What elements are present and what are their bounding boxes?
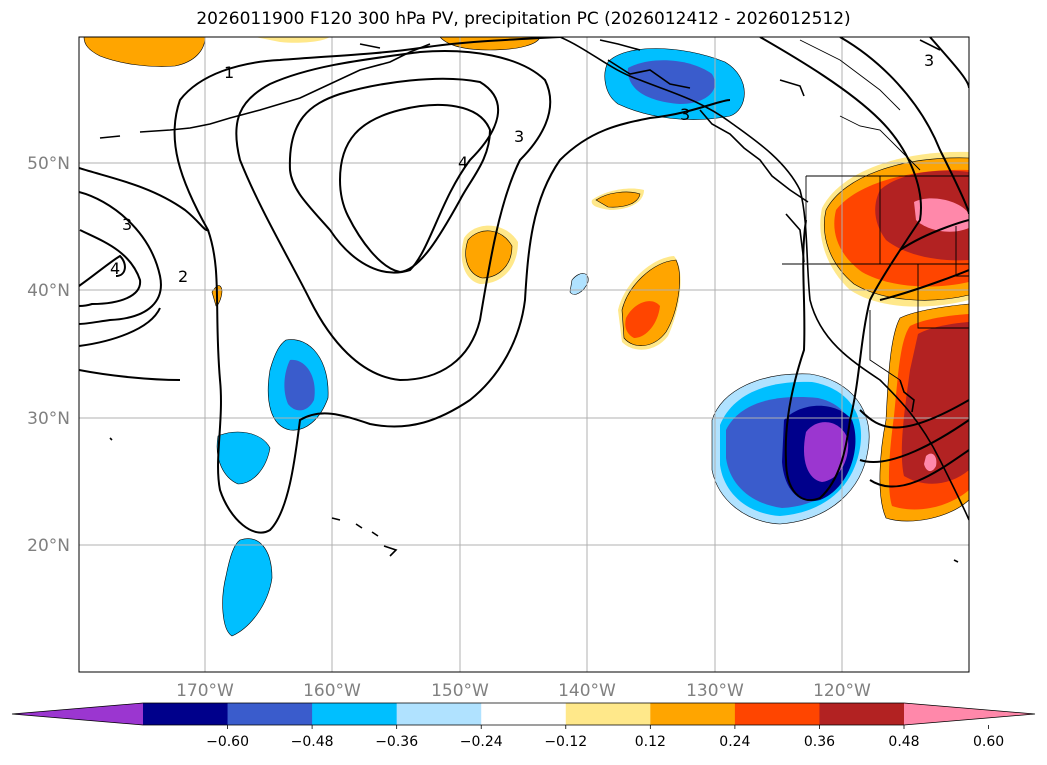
contour-label: 2 xyxy=(178,267,188,286)
precip-positive-anomaly xyxy=(83,37,969,522)
lon-label: 170°W xyxy=(176,681,234,701)
colorbar-segment xyxy=(312,703,398,725)
colorbar-tick-label: 0.24 xyxy=(719,734,750,750)
map-title: 2026011900 F120 300 hPa PV, precipitatio… xyxy=(196,9,851,29)
colorbar: −0.60 −0.48 −0.36 −0.24 −0.12 0.12 0.24 0.36 0.4… xyxy=(11,702,1036,750)
colorbar-segment xyxy=(565,703,651,725)
colorbar-extend-min xyxy=(12,703,143,725)
colorbar-segment xyxy=(227,703,313,725)
colorbar-tick-label: 0.12 xyxy=(635,734,666,750)
lon-label: 160°W xyxy=(303,681,361,701)
colorbar-segment xyxy=(396,703,482,725)
colorbar-outline xyxy=(11,702,1036,726)
map-panel: 1 2 3 3 4 4 3 3 xyxy=(79,37,969,672)
contour-label: 3 xyxy=(680,105,690,124)
colorbar-segment xyxy=(481,703,567,725)
colorbar-tick-label: −0.48 xyxy=(291,734,334,750)
map-frame xyxy=(78,36,970,673)
lon-label: 140°W xyxy=(558,681,616,701)
lon-label: 130°W xyxy=(686,681,744,701)
contour-label: 3 xyxy=(924,51,934,70)
lat-label: 40°N xyxy=(27,281,70,301)
colorbar-extend-max xyxy=(904,703,1035,725)
pv-contours xyxy=(79,37,969,534)
colorbar-tick-label: −0.36 xyxy=(375,734,418,750)
precip-negative-anomaly xyxy=(216,48,870,637)
colorbar-segment xyxy=(734,703,820,725)
colorbar-segment xyxy=(143,703,229,725)
colorbar-tick-label: −0.12 xyxy=(544,734,587,750)
colorbar-segment xyxy=(819,703,905,725)
colorbar-tick-label: −0.24 xyxy=(460,734,503,750)
graticule xyxy=(79,37,969,672)
longitude-labels: 170°W 160°W 150°W 140°W 130°W 120°W xyxy=(176,681,871,701)
contour-label: 4 xyxy=(458,153,468,172)
contour-labels: 1 2 3 3 4 4 3 3 xyxy=(110,51,934,286)
lat-label: 30°N xyxy=(27,409,70,429)
contour-label: 3 xyxy=(122,215,132,234)
colorbar-tick-label: −0.60 xyxy=(206,734,249,750)
colorbar-tick-label: 0.36 xyxy=(804,734,835,750)
lat-label: 20°N xyxy=(27,536,70,556)
lon-label: 150°W xyxy=(431,681,489,701)
contour-label: 1 xyxy=(224,63,234,82)
contour-label: 4 xyxy=(110,259,120,278)
lat-label: 50°N xyxy=(27,154,70,174)
colorbar-tick-label: 0.48 xyxy=(888,734,919,750)
political-borders xyxy=(782,39,969,381)
latitude-labels: 50°N 40°N 30°N 20°N xyxy=(27,154,70,556)
contour-label: 3 xyxy=(514,127,524,146)
colorbar-segment xyxy=(650,703,736,725)
lon-label: 120°W xyxy=(813,681,871,701)
colorbar-tick-label: 0.60 xyxy=(973,734,1004,750)
